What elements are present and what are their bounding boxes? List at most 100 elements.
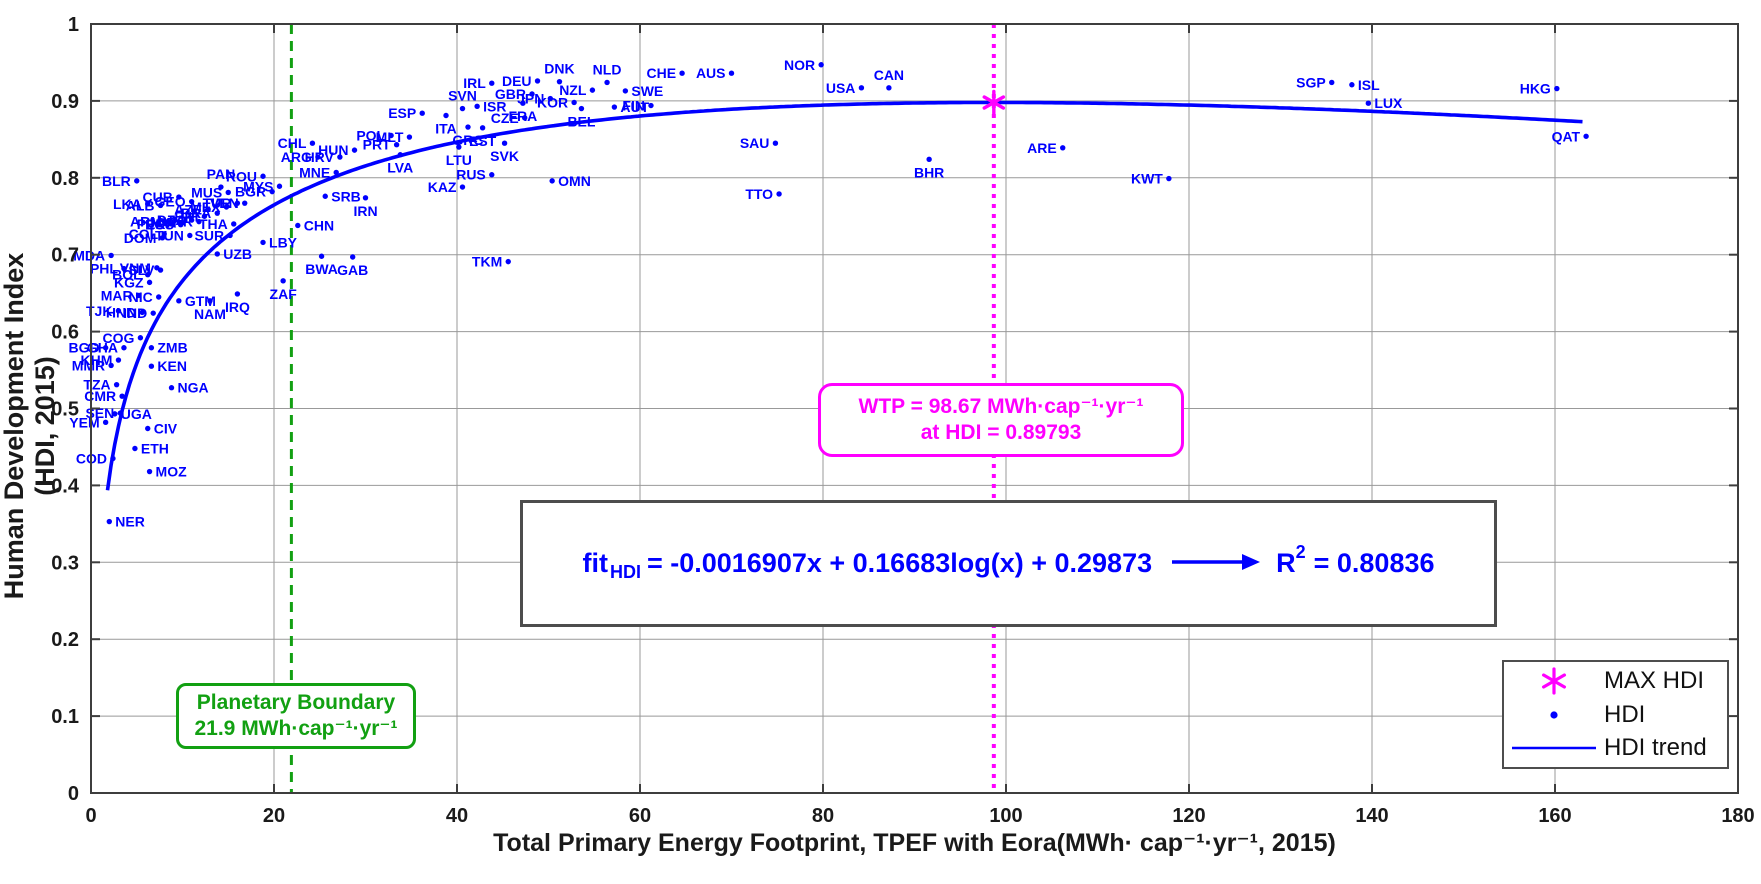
country-dot-NLD [604, 79, 610, 86]
country-label-AUT: AUT [620, 99, 649, 115]
country-dot-HND [139, 309, 145, 316]
country-dot-BHR [926, 156, 932, 163]
legend-label-hdi: HDI [1604, 700, 1646, 728]
country-dot-ARG [315, 154, 321, 160]
country-dot-JPN [547, 95, 554, 102]
legend-label-hdi-trend: HDI trend [1604, 733, 1707, 761]
country-dot-MUS [225, 189, 231, 196]
fit-subscript: HDI [609, 562, 641, 582]
country-dot-ZMB [148, 345, 155, 351]
country-dot-IRN [362, 195, 369, 201]
country-label-CHL: CHL [278, 135, 307, 151]
country-label-FIN: FIN [622, 98, 645, 114]
country-label-NER: NER [115, 514, 145, 530]
country-dot-DEU [534, 78, 541, 84]
country-label-TZA: TZA [83, 377, 110, 393]
country-dot-PRT [393, 142, 400, 148]
country-label-LBY: LBY [269, 234, 298, 250]
country-dot-CAN [886, 85, 892, 91]
y-tick-label-0.2: 0.2 [51, 629, 79, 651]
x-tick-label-180: 180 [1721, 805, 1754, 827]
country-dot-SEN [117, 410, 123, 416]
country-label-POL: POL [356, 128, 385, 144]
fit-base: fit [582, 548, 608, 578]
country-label-BOL: BOL [112, 267, 142, 283]
country-label-KOR: KOR [537, 94, 568, 110]
country-dot-SUR [227, 232, 233, 239]
country-dot-COD [110, 455, 116, 462]
country-label-THA: THA [199, 216, 228, 232]
country-dot-LKA [145, 201, 151, 207]
country-dot-GAB [349, 254, 356, 260]
country-label-COL: COL [129, 226, 159, 242]
country-dot-COL [161, 231, 167, 237]
country-dot-UGA [112, 411, 118, 417]
country-dot-GTM [176, 298, 182, 304]
country-dot-LBY [260, 239, 266, 246]
country-label-FRA: FRA [508, 108, 537, 124]
fit-equation: fit HDI = -0.0016907x + 0.16683log(x) + 0… [582, 542, 1434, 582]
country-label-LUX: LUX [1374, 95, 1403, 111]
country-label-PRT: PRT [363, 137, 391, 153]
country-label-KWT: KWT [1131, 171, 1163, 187]
country-dot-TJK [115, 308, 122, 314]
country-dot-IRQ [234, 291, 241, 297]
country-dot-EST [479, 125, 486, 131]
y-tick-label-1: 1 [68, 14, 79, 36]
country-dot-THA [231, 221, 237, 227]
country-dot-MNE [333, 169, 339, 176]
country-dot-BWA [318, 253, 325, 259]
country-dot-IRL [489, 80, 495, 86]
r2-base: R [1276, 548, 1296, 578]
country-dot-ZAF [280, 278, 286, 284]
country-label-AUS: AUS [696, 65, 726, 81]
country-dot-DNK [556, 78, 563, 85]
country-dot-BGD [102, 345, 109, 351]
country-dot-IND [150, 310, 156, 316]
x-tick-label-40: 40 [446, 805, 468, 827]
country-label-HKG: HKG [1520, 81, 1551, 97]
y-tick-label-0.8: 0.8 [51, 168, 79, 190]
country-dot-NOR [818, 62, 824, 68]
country-label-BWA: BWA [305, 261, 338, 277]
country-label-ZAF: ZAF [270, 286, 298, 302]
country-dot-HKG [1554, 85, 1560, 92]
country-dot-CZE [522, 115, 528, 121]
country-label-HND: HND [106, 304, 136, 320]
country-dot-BLR [134, 178, 140, 184]
country-label-PER: PER [137, 216, 166, 232]
country-dot-KWT [1166, 175, 1172, 182]
country-dot-GRC [465, 124, 471, 130]
country-label-BHR: BHR [914, 164, 944, 180]
country-label-YEM: YEM [69, 414, 99, 430]
country-label-SLV: SLV [128, 262, 155, 278]
country-label-VNM: VNM [120, 260, 151, 276]
country-label-LTU: LTU [446, 152, 472, 168]
country-dot-MOZ [146, 468, 153, 475]
legend: MAX HDI HDI HDI trend [1502, 660, 1729, 769]
country-label-TJK: TJK [86, 303, 112, 319]
country-dot-MEX [223, 204, 230, 210]
country-label-DEU: DEU [502, 73, 532, 89]
country-dot-NGA [168, 385, 175, 391]
country-dot-BRA [214, 210, 220, 216]
country-label-IND: IND [123, 305, 147, 321]
y-tick-label-0.4: 0.4 [51, 475, 80, 497]
x-tick-label-60: 60 [629, 805, 651, 827]
asterisk-marker-icon [1504, 667, 1604, 695]
country-dot-BEL [578, 105, 585, 112]
country-dot-COG [137, 335, 144, 341]
country-dot-SRB [322, 193, 328, 199]
fit-equation-box: fit HDI = -0.0016907x + 0.16683log(x) + 0… [520, 500, 1497, 627]
country-label-DOM: DOM [124, 230, 157, 246]
country-label-SWE: SWE [631, 83, 663, 99]
country-dot-MLT [406, 134, 413, 140]
country-label-UKR: UKR [163, 214, 193, 230]
country-dot-MMR [108, 362, 114, 369]
y-tick-label-0.5: 0.5 [51, 399, 79, 421]
country-label-PHL: PHL [90, 261, 118, 277]
country-label-VEN: VEN [210, 195, 239, 211]
country-dot-LUX [1365, 100, 1372, 106]
country-label-MNE: MNE [299, 164, 330, 180]
x-tick-label-80: 80 [812, 805, 834, 827]
